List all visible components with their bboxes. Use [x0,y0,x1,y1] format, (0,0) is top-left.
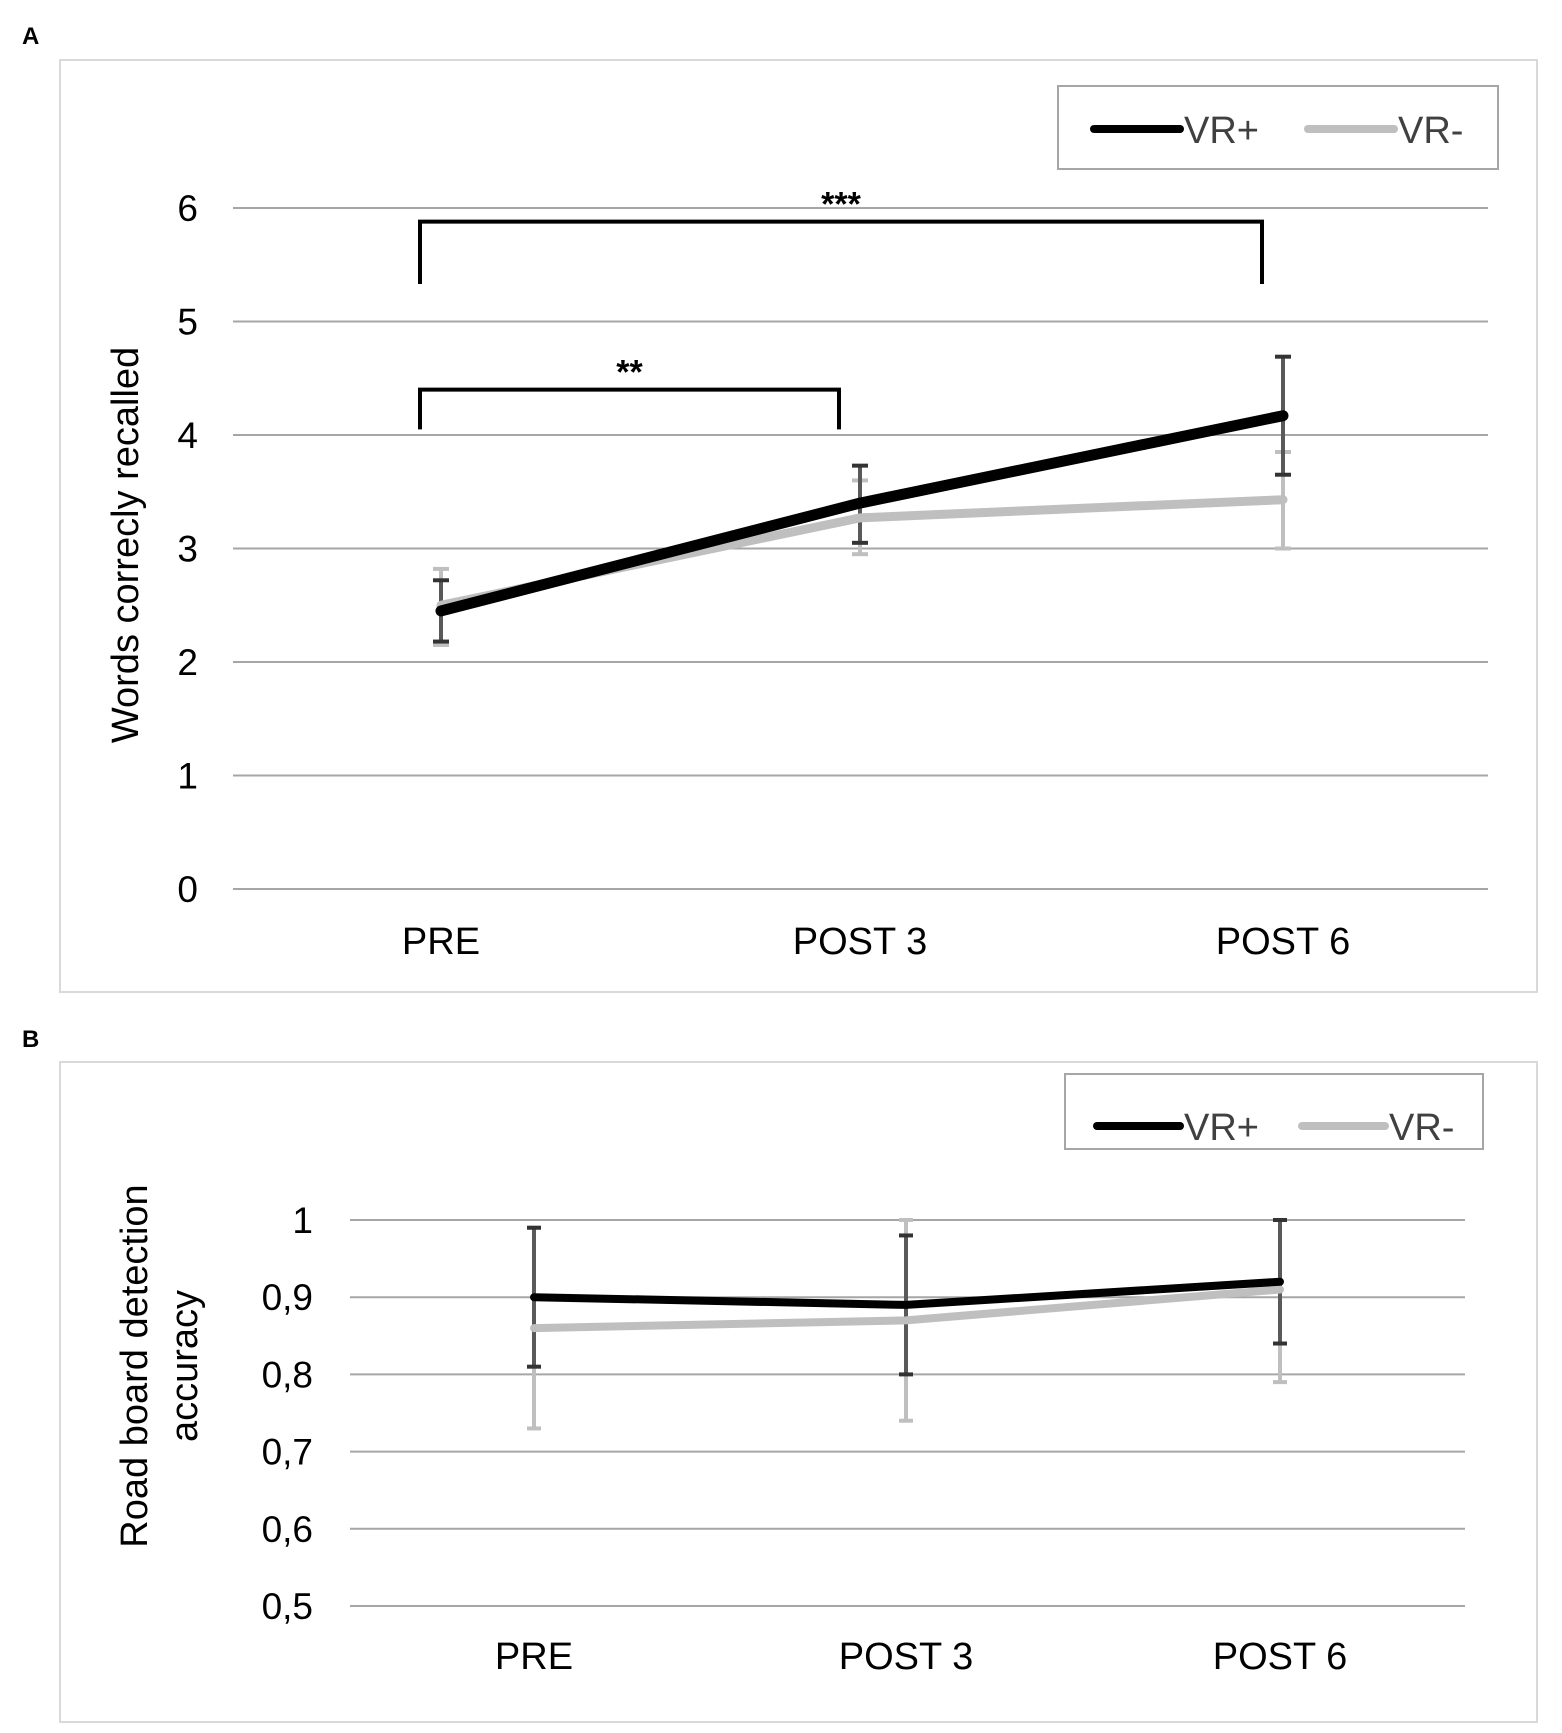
legend-entry-vr-plus: VR+ [1184,110,1259,152]
y-tick-label: 2 [177,642,198,683]
legend: VR+ VR- [1057,85,1499,170]
series-layer [433,354,1291,647]
y-tick-label: 3 [177,529,198,570]
data-point [440,609,442,612]
y-tick-label: 5 [177,302,198,343]
data-point [905,1319,907,1322]
x-tick-label: POST 3 [793,921,927,963]
data-point [1279,1280,1281,1283]
data-point [905,1303,907,1306]
y-tick-labels: 0,5 0,6 0,7 0,8 0,9 1 [262,1200,313,1627]
y-tick-label: 0,9 [262,1277,313,1318]
y-tick-label: 0,7 [262,1432,313,1473]
y-axis-label: Words correcly recalled [105,347,147,743]
y-tick-label: 0,6 [262,1509,313,1550]
x-tick-labels: PRE POST 3 POST 6 [495,1636,1347,1678]
data-point [1282,498,1284,501]
data-point [533,1327,535,1330]
panel-label: B [22,1026,39,1053]
x-tick-labels: PRE POST 3 POST 6 [402,921,1350,963]
x-tick-label: POST 3 [839,1636,973,1678]
y-tick-label: 0,8 [262,1354,313,1395]
data-point [1282,414,1284,417]
significance-label: *** [821,186,861,224]
panel-label: A [22,23,39,50]
panel-frame [59,1061,1538,1723]
data-point [1279,1288,1281,1291]
x-tick-label: PRE [402,921,480,963]
x-tick-label: PRE [495,1636,573,1678]
x-tick-label: POST 6 [1213,1636,1347,1678]
y-tick-label: 4 [177,415,198,456]
legend-entry-vr-minus: VR- [1389,1107,1454,1149]
y-tick-label: 0,5 [262,1586,313,1627]
y-tick-label: 1 [177,756,198,797]
significance-brackets: ***** [418,186,1264,430]
series-layer [527,1218,1287,1431]
significance-bracket [418,387,841,430]
panel-b: B 0,5 0,6 0,7 0,8 0,9 1 PRE POST 3 POST 6 Road … [22,1026,1538,1723]
gridlines [233,207,1488,890]
y-tick-label: 6 [177,188,198,229]
legend-entry-vr-minus: VR- [1398,110,1463,152]
data-point [859,516,861,519]
panel-frame [59,59,1538,993]
y-tick-label: 1 [292,1200,313,1241]
y-axis-label-line-2: accuracy [164,1290,206,1442]
significance-bracket [418,219,1264,285]
y-tick-labels: 0 1 2 3 4 5 6 [177,188,198,910]
y-axis-label-line-1: Road board detection [114,1184,156,1547]
legend-entry-vr-plus: VR+ [1184,1107,1259,1149]
legend: VR+ VR- [1064,1073,1484,1150]
data-point [533,1296,535,1299]
x-tick-label: POST 6 [1216,921,1350,963]
significance-label: ** [616,354,643,392]
legend-box [1064,1073,1484,1150]
data-point [859,502,861,505]
y-tick-label: 0 [177,869,198,910]
